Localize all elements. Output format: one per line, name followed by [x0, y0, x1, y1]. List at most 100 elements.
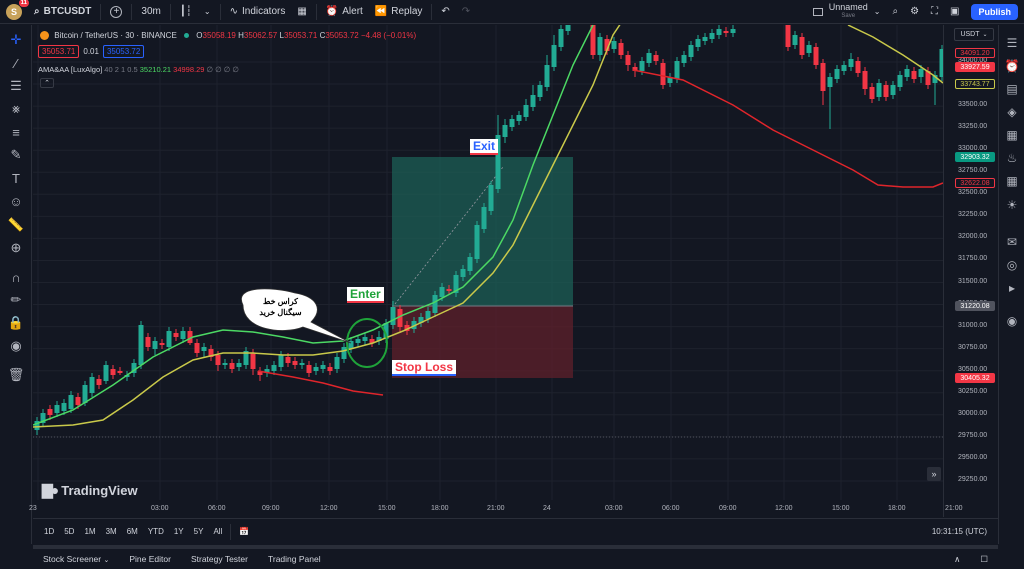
- clock-label[interactable]: 10:31:15 (UTC): [931, 527, 987, 536]
- add-symbol-button[interactable]: +: [104, 0, 128, 24]
- range-button[interactable]: 1D: [44, 527, 55, 536]
- tab-strategy-tester[interactable]: Strategy Tester: [190, 554, 248, 564]
- settings-button[interactable]: ⚙: [904, 0, 925, 24]
- range-button[interactable]: 3M: [105, 527, 117, 536]
- candle-body: [257, 371, 263, 375]
- candle-body: [799, 37, 805, 55]
- indicator-value-1: 35210.21: [139, 65, 172, 74]
- go-to-date-button[interactable]: 📅: [234, 527, 254, 536]
- emoji-icon[interactable]: ☺: [9, 193, 23, 209]
- time-label: 03:00: [151, 505, 169, 512]
- layers-icon[interactable]: ◈: [1007, 105, 1017, 119]
- scroll-to-realtime-button[interactable]: »: [927, 467, 941, 481]
- plus-icon: +: [110, 5, 123, 18]
- ruler-icon[interactable]: 📏: [7, 217, 25, 232]
- chevron-down-icon: ⌄: [873, 7, 881, 16]
- interval-button[interactable]: 30m: [141, 6, 161, 17]
- symbol-search[interactable]: ⌕ BTCUSDT: [28, 0, 97, 24]
- tab-pine-editor[interactable]: Pine Editor: [129, 554, 171, 564]
- watchlist-icon[interactable]: ☰: [1006, 36, 1018, 50]
- bottom-panel: Stock Screener ⌄ Pine Editor Strategy Te…: [33, 545, 998, 569]
- brush-icon[interactable]: ✎: [10, 147, 22, 162]
- maximize-panel-button[interactable]: ☐: [970, 554, 998, 565]
- candle-body: [320, 365, 326, 369]
- quick-search-button[interactable]: ⌕: [886, 0, 904, 24]
- range-button[interactable]: All: [213, 527, 223, 536]
- tab-stock-screener[interactable]: Stock Screener ⌄: [43, 554, 110, 564]
- camera-icon: ▣: [950, 6, 960, 17]
- collapse-legend-button[interactable]: ⌃: [40, 78, 54, 88]
- price-axis[interactable]: USDT⌄ 34000.0033750.0033500.0033250.0033…: [943, 25, 998, 517]
- object-tree-icon[interactable]: ▤: [1006, 82, 1018, 96]
- zoom-in-icon[interactable]: ⊕: [10, 240, 22, 255]
- horizontal-lines-icon[interactable]: ☰: [10, 78, 22, 93]
- time-axis[interactable]: 23 03:00 06:00 09:00 12:00 15:00 18:00 21:00 24 0…: [29, 500, 963, 518]
- eye-icon[interactable]: ◉: [10, 338, 22, 353]
- range-button[interactable]: 1M: [84, 527, 96, 536]
- templates-button[interactable]: ▦: [291, 0, 312, 24]
- data-window-icon[interactable]: ▦: [1006, 128, 1018, 142]
- crosshair-icon[interactable]: ✛: [10, 32, 22, 47]
- candle-body: [404, 325, 410, 331]
- replay-button[interactable]: ⏪ Replay: [369, 0, 429, 24]
- snapshot-button[interactable]: ▣: [944, 0, 965, 24]
- range-button[interactable]: 5D: [64, 527, 75, 536]
- candle-body: [299, 363, 305, 365]
- ideas-icon[interactable]: ☀: [1006, 198, 1018, 212]
- chat-icon[interactable]: ✉: [1006, 235, 1018, 249]
- price-label: 30500.00: [958, 365, 988, 373]
- tab-trading-panel[interactable]: Trading Panel: [267, 554, 321, 564]
- alerts-icon[interactable]: ⏰: [1004, 59, 1020, 73]
- fullscreen-button[interactable]: ⛶: [925, 0, 944, 24]
- magnet-icon[interactable]: ∩: [11, 269, 21, 285]
- buy-button[interactable]: 35053.72: [102, 45, 145, 58]
- currency-selector[interactable]: USDT ⌄: [954, 28, 994, 41]
- hotlist-icon[interactable]: ♨: [1006, 151, 1018, 165]
- sell-button[interactable]: 35053.71: [38, 45, 80, 58]
- price-label: 32750.00: [958, 167, 988, 175]
- search-icon: ⌕: [892, 6, 899, 17]
- lock-icon[interactable]: 🔒: [7, 315, 25, 330]
- publish-button[interactable]: Publish: [971, 3, 1018, 20]
- undo-button[interactable]: ↶: [435, 0, 455, 24]
- user-avatar[interactable]: S 11: [6, 0, 29, 20]
- layout-button[interactable]: Unnamed Save ⌄: [807, 0, 887, 24]
- lock-drawings-icon[interactable]: ✏: [10, 292, 22, 307]
- candle-body: [681, 55, 687, 63]
- candle-body: [509, 119, 515, 127]
- range-button[interactable]: 6M: [126, 527, 138, 536]
- time-label: 12:00: [775, 505, 793, 512]
- calendar-icon[interactable]: ▦: [1006, 174, 1018, 188]
- candle-body: [883, 85, 889, 97]
- candle-body: [390, 307, 396, 325]
- range-button[interactable]: 5Y: [193, 527, 204, 536]
- notifications-icon[interactable]: ◉: [1006, 314, 1018, 328]
- candle-body: [653, 55, 659, 61]
- streams-icon[interactable]: ◎: [1006, 258, 1018, 272]
- indicators-button[interactable]: ∿ Indicators: [224, 0, 292, 24]
- collapse-panel-button[interactable]: ∧: [944, 554, 970, 565]
- chevron-down-icon[interactable]: ⌄: [203, 7, 211, 16]
- redo-button[interactable]: ↷: [456, 0, 476, 24]
- broadcast-icon[interactable]: ▸: [1008, 281, 1016, 295]
- fib-icon[interactable]: ≡: [12, 124, 20, 140]
- alert-button[interactable]: ⏰ Alert: [320, 0, 369, 24]
- price-label: 30000.00: [958, 409, 988, 417]
- time-label: 23: [29, 505, 37, 512]
- chart-pane[interactable]: Bitcoin / TetherUS · 30 · BINANCE O35058…: [33, 25, 943, 517]
- candle-body: [723, 31, 729, 33]
- price-label: 32000.00: [958, 233, 988, 241]
- pitchfork-icon[interactable]: ⨳: [11, 101, 21, 116]
- chart-type-button[interactable]: ┃┆: [174, 0, 198, 24]
- candle-body: [474, 225, 480, 259]
- trash-icon[interactable]: 🗑: [7, 367, 25, 382]
- indicator-legend[interactable]: AMA&AA [LuxAlgo] 40 2 1 0.5 35210.21 349…: [38, 65, 239, 74]
- text-icon[interactable]: T: [12, 170, 20, 186]
- trend-line-icon[interactable]: ∕: [14, 55, 18, 71]
- candle-body: [348, 341, 354, 349]
- candle-body: [516, 115, 522, 121]
- enter-label: Enter: [347, 287, 384, 303]
- range-button[interactable]: YTD: [147, 527, 164, 536]
- range-button[interactable]: 1Y: [173, 527, 184, 536]
- gear-icon: ⚙: [910, 6, 920, 17]
